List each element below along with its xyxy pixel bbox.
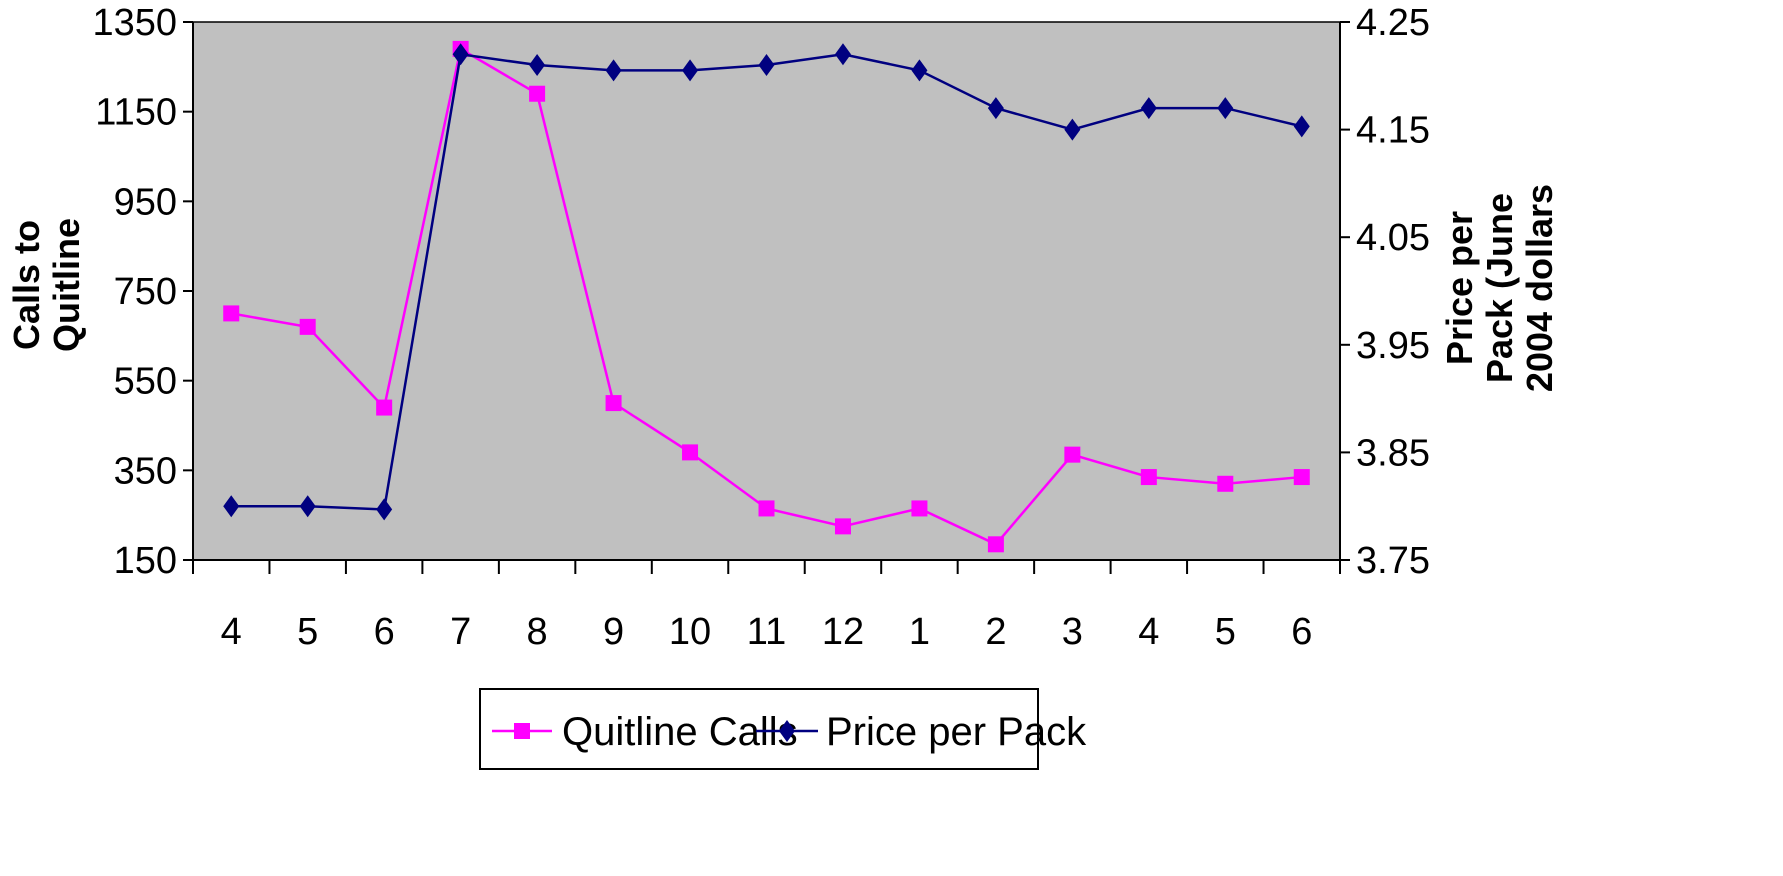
left-y-axis: 1350 1150 950 750 550 350 150: [92, 2, 194, 582]
legend: Quitline Calls Price per Pack: [479, 688, 1087, 770]
x-tick-label: 7: [450, 611, 471, 653]
data-point-quitline-calls: [987, 536, 1004, 553]
data-point-price-per-pack: [605, 59, 622, 82]
left-tick-label: 750: [114, 271, 177, 313]
legend-marker-price-per-pack: [779, 720, 795, 742]
x-tick-label: 4: [1138, 611, 1159, 653]
legend-box: [479, 688, 1039, 770]
legend-marker-quitline-calls: [514, 723, 530, 739]
data-point-price-per-pack: [299, 495, 316, 518]
data-point-quitline-calls: [299, 318, 316, 335]
axis-title-line: 2004 dollars: [1519, 184, 1560, 392]
left-tick-label: 550: [114, 361, 177, 403]
x-tick-label: 2: [985, 611, 1006, 653]
series-quitline-calls: [223, 40, 1310, 553]
left-tick-label: 350: [114, 450, 177, 492]
data-point-price-per-pack: [682, 59, 699, 82]
series-price-per-pack: [223, 43, 1310, 521]
data-point-price-per-pack: [223, 495, 240, 518]
x-axis: 4 5 6 7 8 9 10 11 12 1 2 3 4 5 6: [192, 559, 1341, 653]
data-point-price-per-pack: [834, 43, 851, 66]
data-point-price-per-pack: [1064, 118, 1081, 141]
x-tick-label: 6: [1291, 611, 1312, 653]
data-point-price-per-pack: [758, 54, 775, 77]
data-point-price-per-pack: [1293, 115, 1310, 138]
legend-label-price-per-pack: Price per Pack: [826, 710, 1087, 754]
data-point-quitline-calls: [1064, 446, 1081, 463]
left-tick-label: 150: [114, 540, 177, 582]
x-tick-label: 10: [669, 611, 711, 653]
left-tick-label: 950: [114, 181, 177, 223]
data-point-quitline-calls: [223, 305, 240, 322]
axis-title-line: Calls to: [6, 220, 47, 350]
series-layer: [223, 40, 1310, 553]
right-axis-title: Price perPack (June2004 dollars: [1439, 184, 1560, 392]
data-point-quitline-calls: [834, 518, 851, 535]
x-tick-label: 5: [297, 611, 318, 653]
left-tick-label: 1350: [92, 2, 177, 44]
right-tick-label: 4.15: [1356, 110, 1430, 152]
x-tick-label: 9: [603, 611, 624, 653]
x-tick-label: 11: [747, 611, 786, 653]
data-point-price-per-pack: [452, 43, 469, 66]
data-point-price-per-pack: [911, 59, 928, 82]
right-tick-label: 3.75: [1356, 540, 1430, 582]
data-point-quitline-calls: [1140, 469, 1157, 486]
data-point-quitline-calls: [376, 399, 393, 416]
axis-title-line: Quitline: [46, 218, 87, 352]
data-point-quitline-calls: [529, 85, 546, 102]
right-tick-label: 3.95: [1356, 325, 1430, 367]
right-tick-label: 4.25: [1356, 2, 1430, 44]
data-point-price-per-pack: [529, 54, 546, 77]
axis-title-line: Pack (June: [1479, 193, 1520, 383]
data-point-price-per-pack: [376, 498, 393, 521]
right-tick-label: 4.05: [1356, 217, 1430, 259]
data-point-price-per-pack: [1140, 97, 1157, 120]
left-axis-title: Calls toQuitline: [6, 218, 87, 352]
right-tick-label: 3.85: [1356, 432, 1430, 474]
x-tick-label: 6: [374, 611, 395, 653]
data-point-quitline-calls: [1293, 469, 1310, 486]
data-point-price-per-pack: [987, 97, 1004, 120]
x-tick-label: 3: [1062, 611, 1083, 653]
data-point-quitline-calls: [1217, 475, 1234, 492]
data-point-price-per-pack: [1217, 97, 1234, 120]
axis-title-line: Price per: [1439, 211, 1480, 365]
left-tick-label: 1150: [95, 92, 177, 134]
data-point-quitline-calls: [911, 500, 928, 517]
x-tick-label: 8: [527, 611, 548, 653]
x-tick-label: 5: [1215, 611, 1236, 653]
data-point-quitline-calls: [758, 500, 775, 517]
data-point-quitline-calls: [605, 395, 622, 412]
x-tick-label: 12: [822, 611, 864, 653]
right-y-axis: 4.25 4.15 4.05 3.95 3.85 3.75: [1339, 2, 1430, 582]
x-tick-label: 1: [909, 611, 930, 653]
x-tick-label: 4: [221, 611, 242, 653]
data-point-quitline-calls: [682, 444, 699, 461]
